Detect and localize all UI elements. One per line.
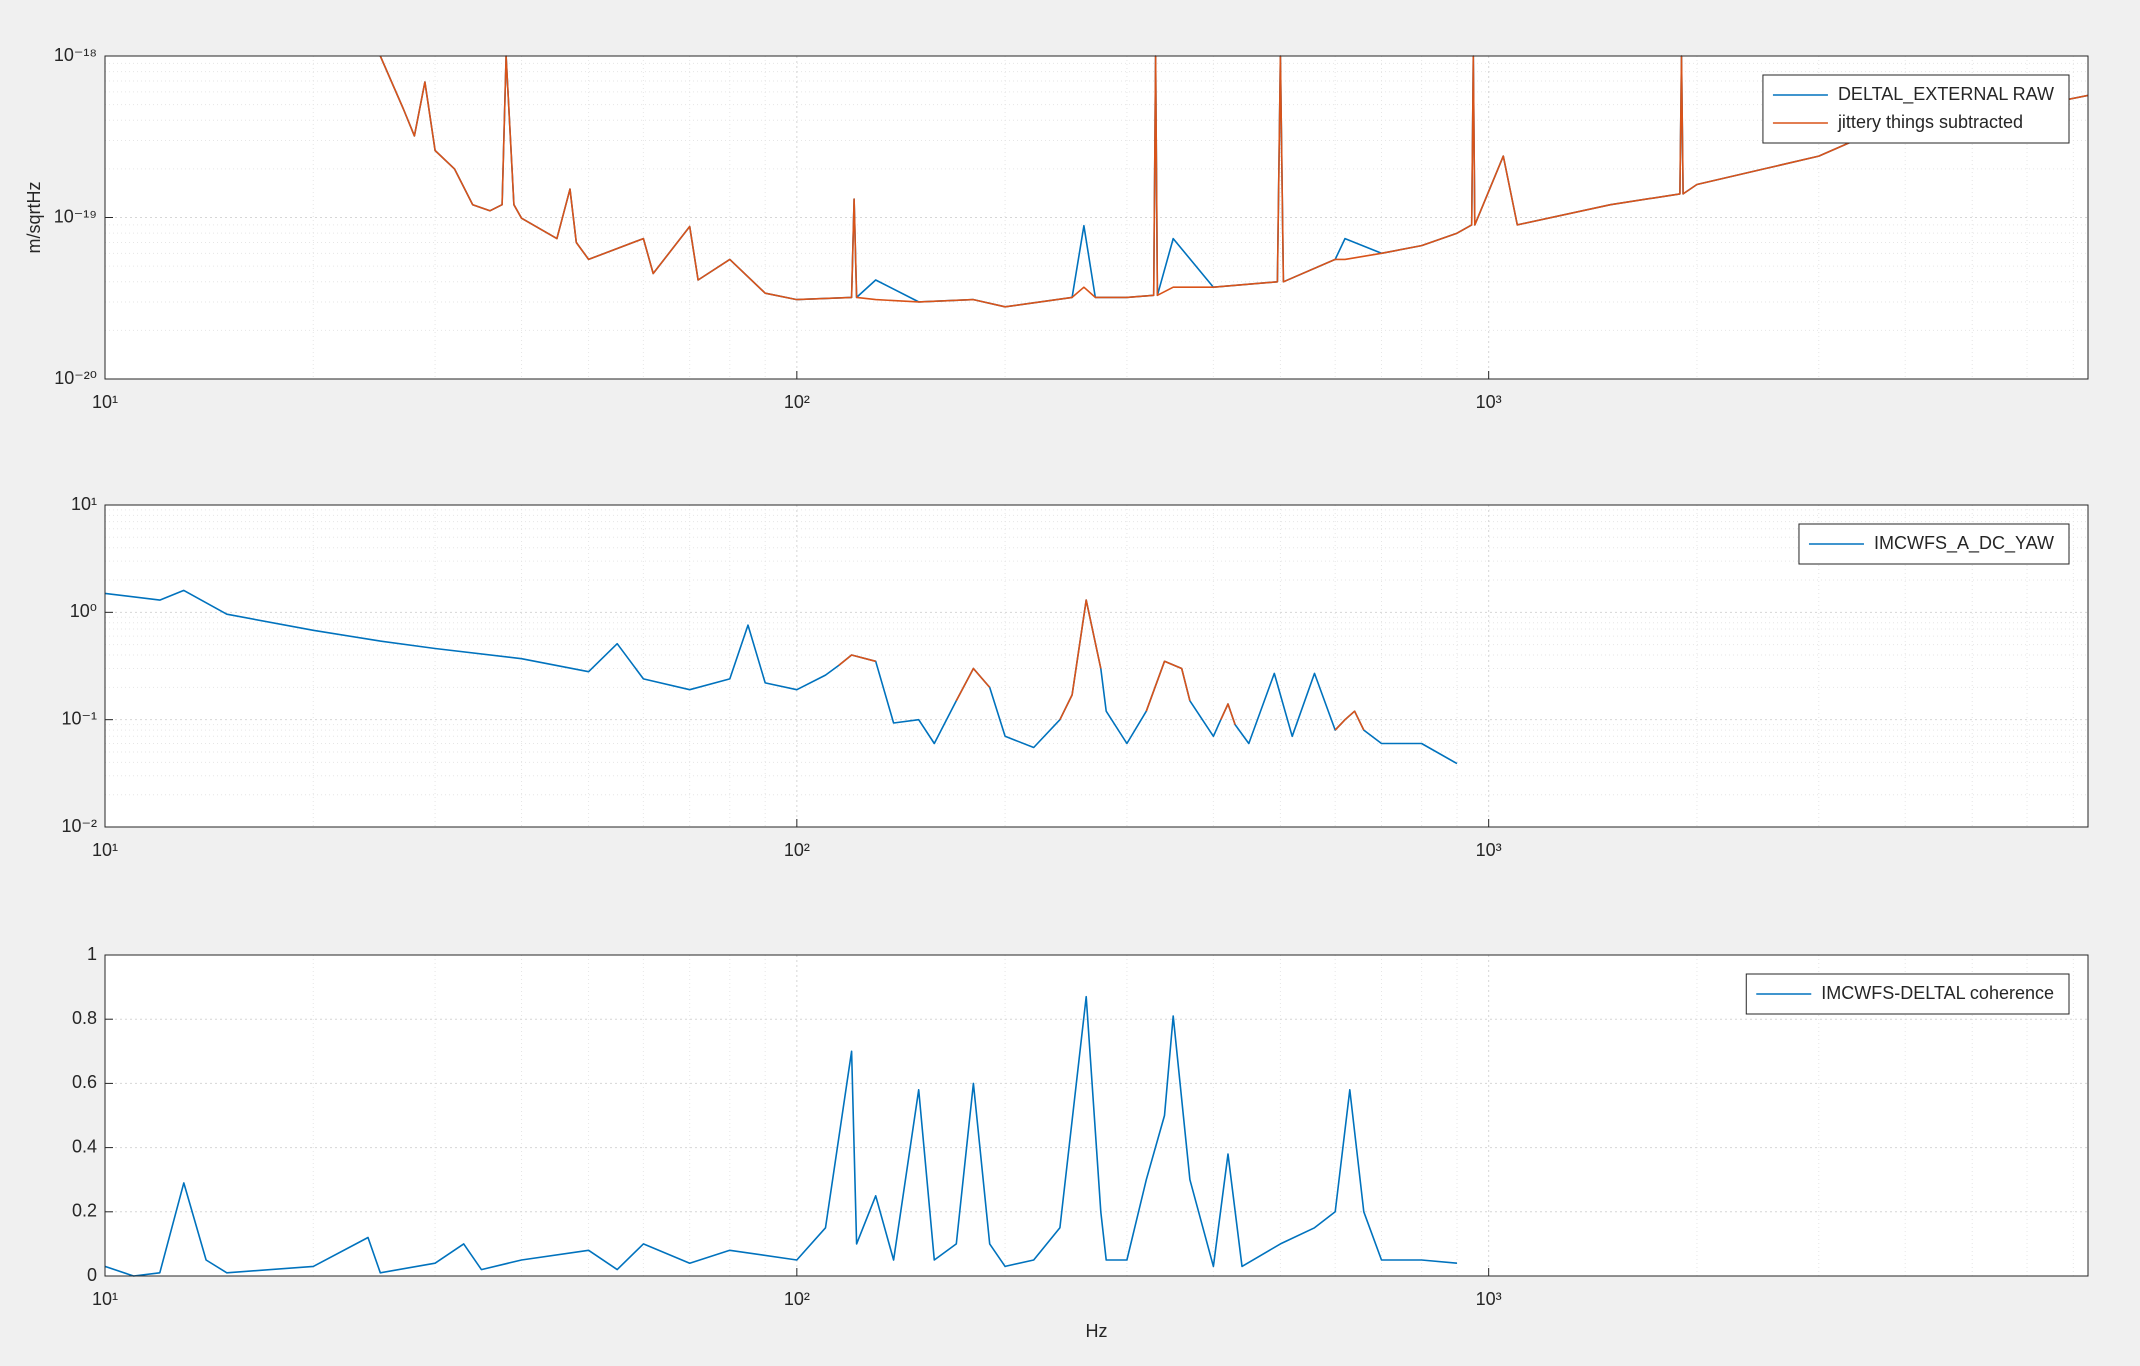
y-tick-label: 10⁻²⁰ — [54, 368, 97, 388]
y-tick-label: 0.8 — [72, 1008, 97, 1028]
x-tick-label: 10³ — [1476, 1289, 1502, 1309]
series-line — [838, 599, 1365, 731]
x-tick-label: 10² — [784, 392, 810, 412]
y-tick-label: 0.6 — [72, 1072, 97, 1092]
series-line — [105, 995, 1458, 1277]
chart: 10¹ 10² 10³ 10⁻² 10⁻¹ 10⁰ 10¹ IMCWFS_A_DC_YAW — [61, 494, 2089, 860]
axes-box — [104, 504, 2089, 828]
y-tick-label: 10⁻¹ — [61, 708, 97, 728]
x-tick-label: 10² — [784, 840, 810, 860]
chart: 10¹ 10² 10³ 0 0.2 0.4 0.6 0.8 1 Hz IMCWFS-DELTAL c… — [72, 944, 2089, 1341]
axes-box — [104, 55, 2089, 380]
y-tick-label: 10⁻² — [61, 816, 97, 836]
legend-label: jittery things subtracted — [1837, 112, 2023, 132]
series-line — [105, 589, 1458, 765]
y-tick-label: 1 — [87, 944, 97, 964]
y-tick-label: 10⁰ — [70, 601, 97, 621]
legend-label: IMCWFS_A_DC_YAW — [1874, 533, 2054, 554]
series-group — [105, 995, 1458, 1277]
legend: IMCWFS_A_DC_YAW — [1798, 523, 2070, 565]
series-line — [379, 55, 2088, 308]
y-tick-label: 0.4 — [72, 1136, 97, 1156]
x-tick-label: 10³ — [1476, 392, 1502, 412]
series-group — [105, 589, 1458, 765]
y-tick-label: 10⁻¹⁹ — [54, 206, 97, 226]
y-tick-label: 10¹ — [71, 494, 97, 514]
x-tick-label: 10¹ — [92, 1289, 118, 1309]
legend-label: IMCWFS-DELTAL coherence — [1821, 983, 2054, 1003]
y-tick-label: 10⁻¹⁸ — [54, 45, 97, 65]
legend: IMCWFS-DELTAL coherence — [1745, 973, 2070, 1015]
x-tick-label: 10¹ — [92, 392, 118, 412]
y-tick-label: 0.2 — [72, 1201, 97, 1221]
y-tick-label: 0 — [87, 1265, 97, 1285]
axes-box — [104, 954, 2089, 1277]
legend-label: DELTAL_EXTERNAL RAW — [1838, 84, 2054, 105]
series-group — [379, 55, 2088, 308]
plot-area — [105, 505, 2088, 827]
x-tick-label: 10² — [784, 1289, 810, 1309]
x-tick-label: 10³ — [1476, 840, 1502, 860]
x-tick-label: 10¹ — [92, 840, 118, 860]
x-axis-label: Hz — [1086, 1321, 1108, 1341]
chart: 10¹ 10² 10³ 10⁻²⁰ 10⁻¹⁹ 10⁻¹⁸ m/sqrtHz DELTAL_E… — [24, 45, 2089, 412]
legend-box — [1762, 74, 2070, 144]
legend: DELTAL_EXTERNAL RAW jittery things subtra… — [1762, 74, 2070, 144]
y-axis-label: m/sqrtHz — [24, 182, 44, 254]
